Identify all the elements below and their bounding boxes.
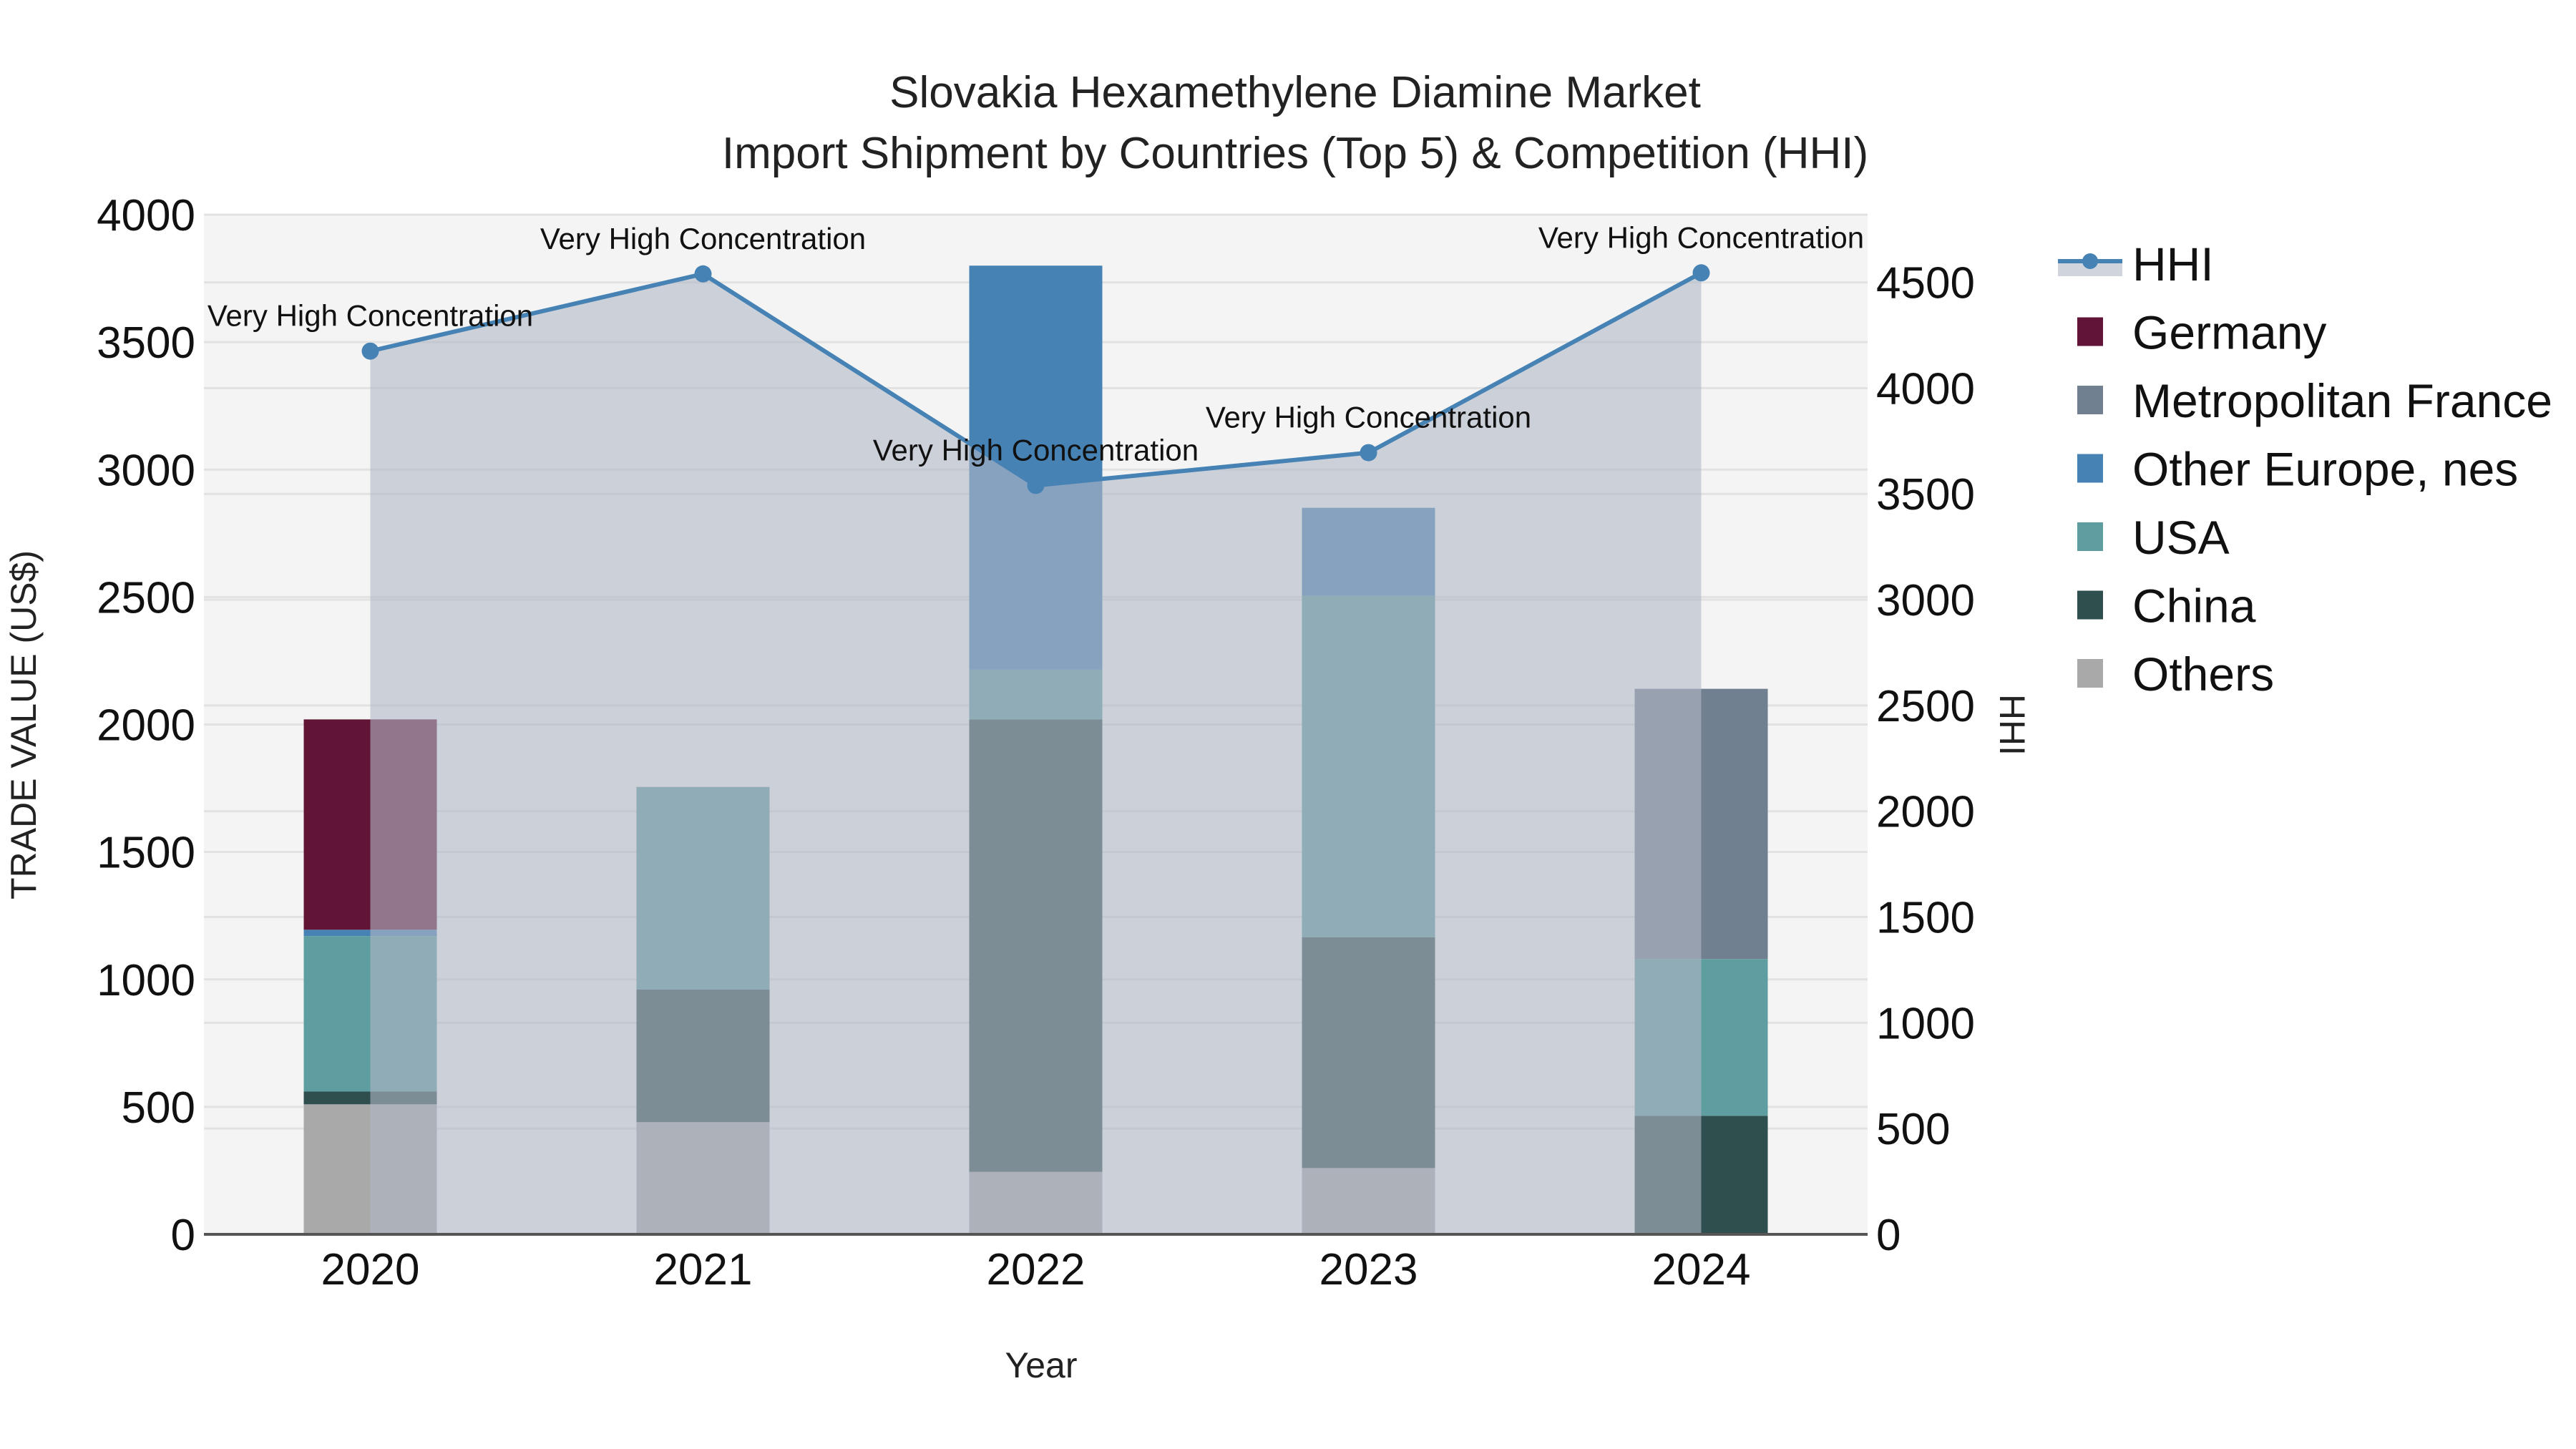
hhi-marker — [361, 342, 379, 360]
legend-swatch-icon — [2077, 590, 2103, 620]
hhi-annotation: Very High Concentration — [208, 299, 533, 333]
hhi-fill-area — [370, 273, 1702, 1234]
chart-subtitle: Import Shipment by Countries (Top 5) & C… — [722, 129, 1868, 178]
y-tick-label: 500 — [122, 1083, 195, 1133]
legend-swatch-icon — [2077, 659, 2103, 688]
y-axis-title: TRADE VALUE (US$) — [4, 550, 44, 899]
hhi-marker — [1360, 444, 1377, 462]
x-tick-label: 2024 — [1652, 1245, 1751, 1294]
y-axis-ticks: 0 500 1000 1500 2000 2500 3000 3500 4000 — [97, 191, 195, 1260]
x-tick-label: 2022 — [987, 1245, 1085, 1294]
y2-tick-label: 3000 — [1876, 576, 1975, 625]
legend-label: USA — [2132, 511, 2230, 564]
y-tick-label: 1000 — [97, 956, 195, 1005]
y2-axis-title: HHI — [1992, 694, 2032, 756]
legend-label: China — [2132, 580, 2256, 633]
legend-item-germany: Germany — [2077, 306, 2326, 359]
y2-tick-label: 4500 — [1876, 259, 1975, 308]
legend-swatch-icon — [2077, 522, 2103, 551]
legend-swatch-icon — [2077, 386, 2103, 414]
legend-label: HHI — [2132, 238, 2214, 291]
y2-axis-ticks: 0 500 1000 1500 2000 2500 3000 3500 4000 4500 — [1876, 259, 1975, 1260]
y2-tick-label: 2000 — [1876, 788, 1975, 837]
legend-label: Metropolitan France — [2132, 374, 2552, 427]
x-tick-label: 2020 — [321, 1245, 420, 1294]
y-tick-label: 1500 — [97, 829, 195, 878]
legend-item-other-europe-nes: Other Europe, nes — [2077, 443, 2518, 496]
y2-tick-label: 4000 — [1876, 364, 1975, 414]
y2-tick-label: 500 — [1876, 1105, 1950, 1154]
y2-tick-label: 3500 — [1876, 470, 1975, 519]
legend-item-china: China — [2077, 580, 2256, 633]
hhi-annotation: Very High Concentration — [873, 433, 1199, 467]
legend-label: Germany — [2132, 306, 2326, 359]
x-tick-label: 2023 — [1319, 1245, 1418, 1294]
legend-item-others: Others — [2077, 648, 2274, 701]
legend-item-metropolitan-france: Metropolitan France — [2077, 374, 2552, 427]
hhi-annotation: Very High Concentration — [540, 222, 866, 255]
hhi-annotation: Very High Concentration — [1206, 401, 1531, 434]
hhi-marker — [694, 265, 712, 283]
legend-label: Others — [2132, 648, 2274, 701]
y-tick-label: 3500 — [97, 318, 195, 368]
legend: HHI Germany Metropolitan France Other Europ… — [2058, 238, 2552, 701]
y2-tick-label: 1500 — [1876, 894, 1975, 943]
y-tick-label: 0 — [171, 1211, 195, 1260]
hhi-line — [361, 264, 1710, 494]
legend-item-usa: USA — [2077, 511, 2230, 564]
y2-tick-label: 0 — [1876, 1211, 1901, 1260]
x-axis-title: Year — [1005, 1345, 1077, 1385]
legend-item-hhi: HHI — [2058, 238, 2214, 291]
hhi-marker — [1692, 264, 1710, 282]
hhi-annotation: Very High Concentration — [1538, 220, 1864, 254]
chart-title: Slovakia Hexamethylene Diamine Market — [889, 68, 1701, 117]
y-tick-label: 3000 — [97, 446, 195, 495]
legend-swatch-icon — [2077, 454, 2103, 483]
hhi-area — [370, 273, 1702, 1234]
y-tick-label: 4000 — [97, 191, 195, 240]
legend-swatch-icon — [2077, 317, 2103, 346]
y-tick-label: 2500 — [97, 573, 195, 623]
x-axis-ticks: 2020 2021 2022 2023 2024 — [321, 1245, 1751, 1294]
hhi-marker — [1027, 477, 1045, 494]
y-tick-label: 2000 — [97, 701, 195, 751]
legend-label: Other Europe, nes — [2132, 443, 2518, 496]
x-tick-label: 2021 — [654, 1245, 753, 1294]
y2-tick-label: 1000 — [1876, 999, 1975, 1048]
y2-tick-label: 2500 — [1876, 682, 1975, 731]
hhi-legend-marker-icon — [2082, 253, 2098, 269]
